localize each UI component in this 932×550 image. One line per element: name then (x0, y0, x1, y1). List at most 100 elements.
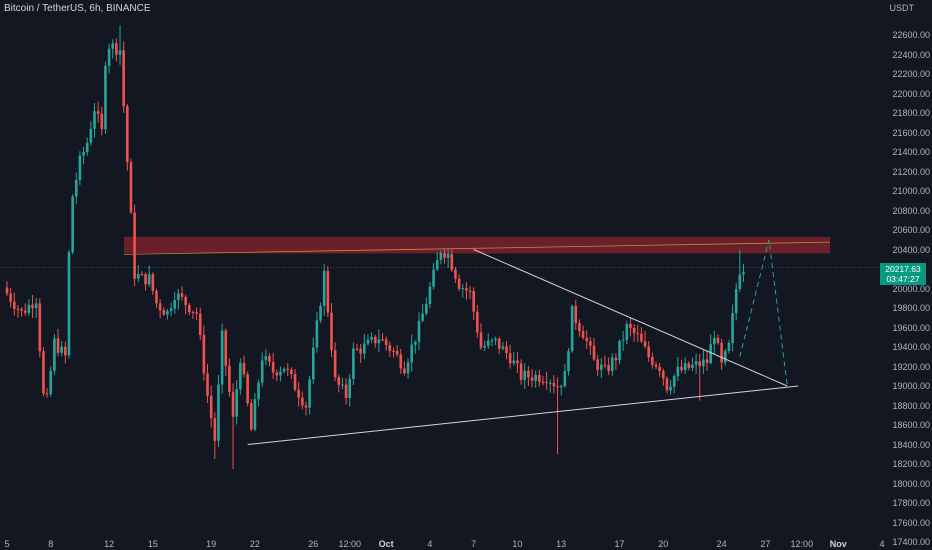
candle-body (257, 382, 260, 400)
candle-body (512, 360, 516, 364)
candle-body (439, 252, 443, 261)
candle-body (713, 337, 716, 345)
candle-body (126, 106, 129, 163)
candle-body (702, 359, 705, 367)
price-tick-label: 20800.00 (892, 205, 930, 216)
candle-body (424, 304, 428, 314)
candle-body (304, 405, 308, 408)
price-tick-label: 22400.00 (892, 49, 930, 60)
candle-body (384, 339, 388, 346)
candle-body (381, 339, 384, 341)
ascending-support-line (247, 385, 799, 445)
candle-body (501, 346, 505, 349)
candle-body (271, 361, 275, 373)
candle-body (683, 363, 687, 371)
price-tick-label: 19200.00 (892, 361, 930, 372)
candle-body (115, 43, 118, 55)
candle-body (548, 382, 552, 384)
time-tick-label: Oct (378, 539, 394, 549)
candle-body (319, 305, 322, 321)
candle-body (527, 370, 530, 378)
candle-body (228, 365, 231, 392)
candle-body (651, 357, 654, 365)
candle-body (23, 310, 27, 313)
price-tick-label: 21600.00 (892, 127, 930, 138)
price-tick-label: 21200.00 (892, 166, 930, 177)
candle-body (432, 269, 435, 287)
time-tick-label: 20 (658, 539, 669, 549)
candle-body (188, 305, 191, 313)
candle-body (198, 313, 202, 335)
candle-body (519, 363, 523, 380)
candle-body (16, 308, 20, 310)
candle-body (293, 374, 297, 390)
candle-body (177, 293, 180, 301)
price-tick-label: 18000.00 (892, 478, 930, 489)
candle-body (567, 351, 570, 372)
candle-body (279, 371, 282, 376)
candle-body (158, 303, 162, 311)
candle-body (166, 311, 169, 315)
time-tick-label: 19 (206, 539, 217, 549)
candle-body (388, 345, 392, 351)
candle-body (450, 253, 454, 270)
resistance-zone (124, 236, 830, 254)
candle-body (603, 364, 607, 366)
time-tick-label: 12 (104, 539, 115, 549)
candle-body (399, 354, 403, 369)
price-axis[interactable]: 22600.00 22400.00 22200.00 22000.00 21800.00… (892, 0, 932, 550)
candle-body (333, 350, 337, 378)
candle-body (82, 152, 85, 156)
candle-body (476, 311, 479, 333)
candle-body (348, 378, 352, 398)
candle-body (337, 377, 341, 385)
price-tick-label: 19000.00 (892, 381, 930, 391)
candle-body (607, 364, 610, 371)
candle-body (78, 155, 82, 181)
candle-body (38, 303, 42, 352)
candle-body (67, 252, 71, 356)
candle-body (636, 333, 640, 335)
candle-body (625, 323, 629, 340)
candle-body (71, 196, 74, 253)
candle-body (665, 378, 669, 391)
candle-body (403, 368, 406, 374)
candle-body (563, 371, 567, 387)
candle-body (264, 356, 268, 361)
candle-body (45, 393, 49, 395)
candle-body (443, 252, 446, 258)
time-tick-label: 10 (512, 539, 523, 549)
candle-body (231, 391, 235, 417)
candle-body (286, 368, 290, 370)
price-axis-unit: USDT (889, 3, 915, 13)
price-tick-label: 18400.00 (892, 439, 930, 450)
candle-body (213, 418, 217, 441)
descending-trendline (473, 249, 788, 387)
candle-body (709, 344, 712, 364)
candle-body (290, 369, 293, 375)
candle-body (596, 359, 599, 370)
candle-body (465, 288, 468, 291)
candle-body (676, 366, 680, 377)
candle-body (428, 286, 432, 305)
candle-body (541, 381, 545, 383)
candle-body (574, 306, 578, 324)
candle-body (42, 351, 45, 394)
candle-body (363, 343, 366, 354)
candle-body (738, 274, 742, 289)
candle-body (727, 342, 731, 352)
candle-body (34, 303, 38, 309)
candle-body (472, 291, 475, 312)
candle-body (687, 363, 691, 368)
candle-body (122, 50, 125, 107)
candle-body (647, 346, 650, 358)
candle-body (610, 357, 614, 371)
candle-body (632, 327, 636, 334)
candle-body (545, 381, 548, 384)
candle-body (377, 339, 381, 344)
candle-body (330, 312, 333, 351)
candle-body (9, 293, 12, 302)
candle-body (592, 345, 596, 360)
